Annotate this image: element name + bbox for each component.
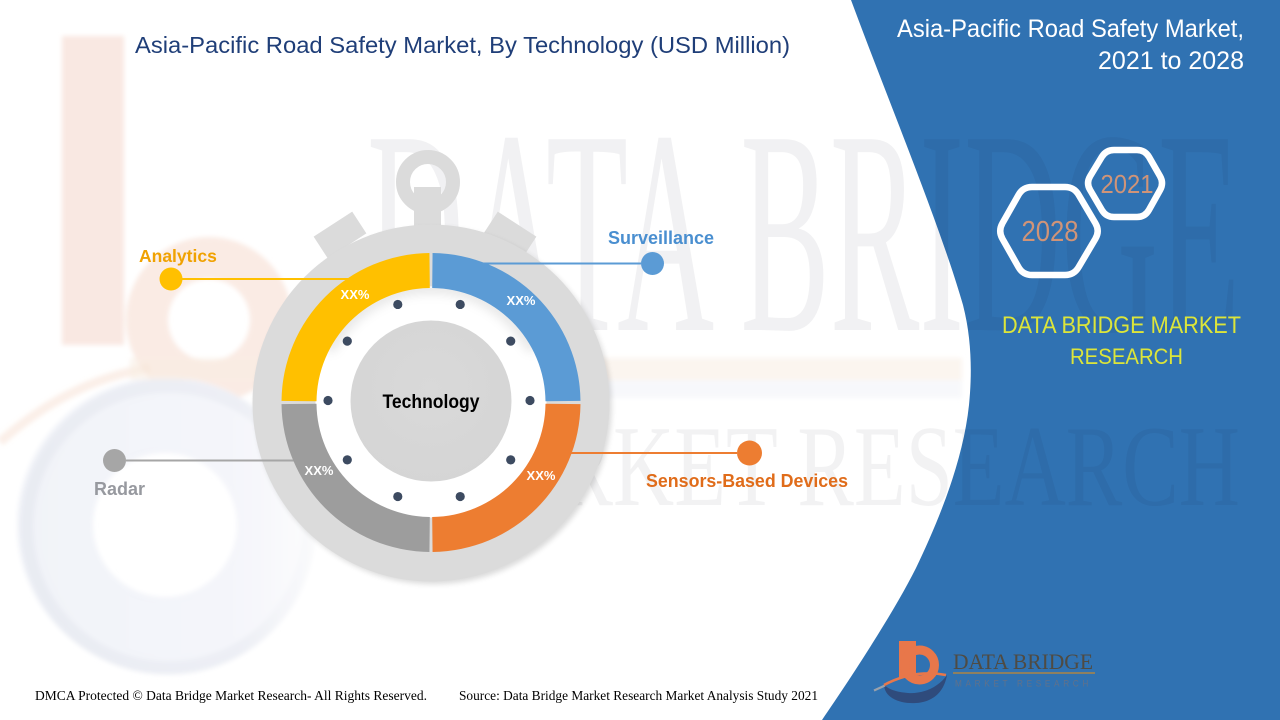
svg-text:DMCA Protected © Data Bridge M: DMCA Protected © Data Bridge Market Rese… [35, 689, 427, 704]
svg-text:Surveillance: Surveillance [608, 228, 714, 248]
svg-text:XX%: XX% [305, 463, 334, 478]
svg-text:RESEARCH: RESEARCH [1070, 344, 1183, 369]
svg-text:Technology: Technology [383, 391, 480, 413]
svg-text:2021 to 2028: 2021 to 2028 [1098, 47, 1244, 75]
svg-text:Source: Data Bridge Market Res: Source: Data Bridge Market Research Mark… [459, 689, 818, 704]
svg-text:XX%: XX% [507, 293, 536, 308]
svg-text:XX%: XX% [527, 468, 556, 483]
svg-text:XX%: XX% [341, 287, 370, 302]
svg-text:2028: 2028 [1022, 216, 1079, 248]
svg-text:DATA BRIDGE MARKET: DATA BRIDGE MARKET [1002, 312, 1241, 339]
svg-text:DATA BRIDGE: DATA BRIDGE [953, 649, 1093, 674]
svg-text:MARKET RESEARCH: MARKET RESEARCH [955, 679, 1092, 689]
svg-text:Radar: Radar [94, 479, 145, 499]
svg-text:Asia-Pacific Road Safety Marke: Asia-Pacific Road Safety Market, [897, 15, 1244, 43]
svg-text:Analytics: Analytics [139, 246, 217, 266]
svg-text:Sensors-Based Devices: Sensors-Based Devices [646, 471, 848, 491]
svg-text:Asia-Pacific Road Safety Marke: Asia-Pacific Road Safety Market, By Tech… [135, 32, 790, 58]
svg-text:2021: 2021 [1101, 169, 1154, 199]
